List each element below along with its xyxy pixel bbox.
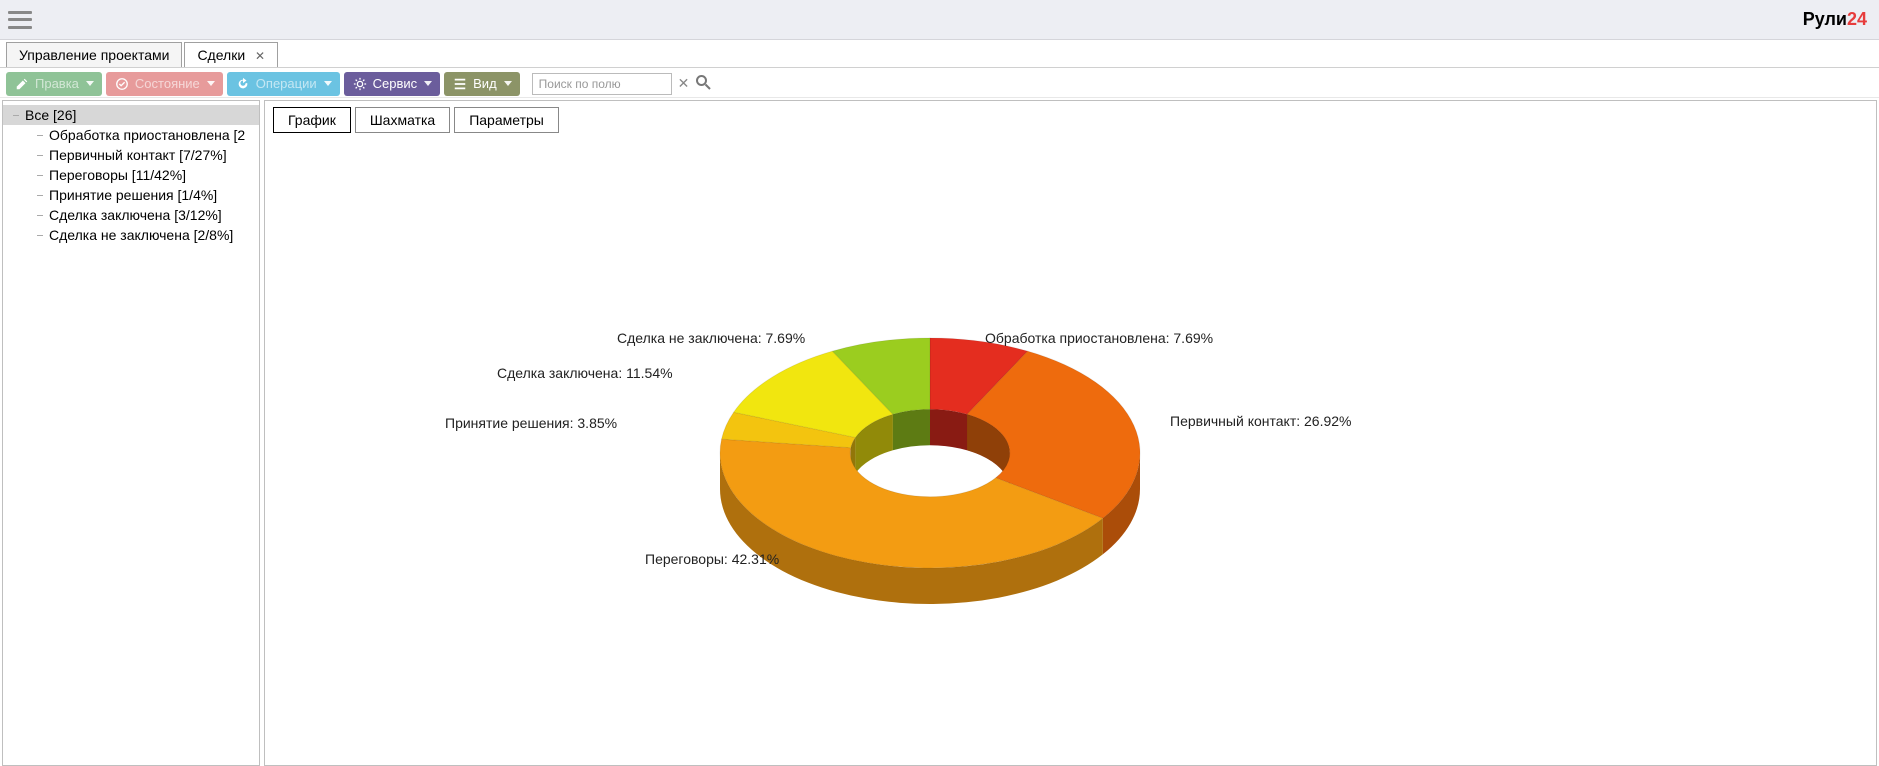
sub-tabs: График Шахматка Параметры	[265, 101, 1876, 133]
tree-item[interactable]: Сделка не заключена [2/8%]	[3, 225, 259, 245]
slice-label: Сделка заключена: 11.54%	[497, 365, 673, 381]
chevron-down-icon	[86, 81, 94, 86]
edit-button[interactable]: Правка	[6, 72, 102, 96]
tree-item[interactable]: Переговоры [11/42%]	[3, 165, 259, 185]
button-label: Операции	[256, 76, 317, 91]
sub-tab-label: График	[288, 112, 336, 128]
tree-label: Обработка приостановлена [2	[49, 127, 245, 143]
close-icon[interactable]: ✕	[255, 49, 265, 63]
button-label: Вид	[473, 76, 497, 91]
slice-label: Переговоры: 42.31%	[645, 551, 779, 567]
state-button[interactable]: Состояние	[106, 72, 223, 96]
slice-label: Сделка не заключена: 7.69%	[617, 330, 805, 346]
slice-label: Первичный контакт: 26.92%	[1170, 413, 1352, 429]
donut-chart	[705, 323, 1155, 623]
sidebar-tree: Все [26] Обработка приостановлена [2 Пер…	[2, 100, 260, 766]
button-label: Сервис	[373, 76, 418, 91]
button-label: Состояние	[135, 76, 200, 91]
sub-tab-params[interactable]: Параметры	[454, 107, 559, 133]
edit-icon	[14, 76, 30, 92]
chevron-down-icon	[207, 81, 215, 86]
view-button[interactable]: Вид	[444, 72, 520, 96]
chevron-down-icon	[324, 81, 332, 86]
logo-text-accent: 24	[1847, 9, 1867, 29]
service-button[interactable]: Сервис	[344, 72, 441, 96]
tree-item[interactable]: Обработка приостановлена [2	[3, 125, 259, 145]
search-input[interactable]	[532, 73, 672, 95]
sub-tab-chart[interactable]: График	[273, 107, 351, 133]
search-wrap: ✕	[532, 73, 712, 95]
tab-label: Управление проектами	[19, 47, 169, 63]
toolbar: Правка Состояние Операции Сервис	[0, 68, 1879, 98]
main-content: График Шахматка Параметры Обработка прио…	[264, 100, 1877, 766]
tree-item[interactable]: Сделка заключена [3/12%]	[3, 205, 259, 225]
clear-icon[interactable]: ✕	[678, 75, 690, 92]
tab-deals[interactable]: Сделки ✕	[184, 42, 278, 67]
tree-item[interactable]: Принятие решения [1/4%]	[3, 185, 259, 205]
tree-label: Сделка заключена [3/12%]	[49, 207, 222, 223]
slice-label: Обработка приостановлена: 7.69%	[985, 330, 1213, 346]
tree-label: Сделка не заключена [2/8%]	[49, 227, 233, 243]
tree-label: Все [26]	[25, 107, 76, 123]
header-bar: Рули24	[0, 0, 1879, 40]
tree-label: Переговоры [11/42%]	[49, 167, 186, 183]
tree-label: Принятие решения [1/4%]	[49, 187, 217, 203]
sub-tab-checkerboard[interactable]: Шахматка	[355, 107, 450, 133]
list-icon	[452, 76, 468, 92]
chevron-down-icon	[424, 81, 432, 86]
sub-tab-label: Параметры	[469, 112, 544, 128]
gear-icon	[352, 76, 368, 92]
logo-text-main: Рули	[1803, 9, 1847, 29]
sub-tab-label: Шахматка	[370, 112, 435, 128]
operations-button[interactable]: Операции	[227, 72, 340, 96]
tab-project-management[interactable]: Управление проектами	[6, 42, 182, 67]
tree-item[interactable]: Первичный контакт [7/27%]	[3, 145, 259, 165]
tree-label: Первичный контакт [7/27%]	[49, 147, 227, 163]
menu-icon[interactable]	[8, 8, 32, 32]
tab-label: Сделки	[197, 47, 245, 63]
logo: Рули24	[1803, 9, 1867, 30]
chevron-down-icon	[504, 81, 512, 86]
button-label: Правка	[35, 76, 79, 91]
refresh-icon	[235, 76, 251, 92]
chart-zone: Обработка приостановлена: 7.69% Первичны…	[265, 133, 1876, 693]
main-tabs: Управление проектами Сделки ✕	[0, 40, 1879, 68]
slice-label: Принятие решения: 3.85%	[445, 415, 617, 431]
search-icon[interactable]	[695, 74, 711, 93]
check-icon	[114, 76, 130, 92]
tree-root-item[interactable]: Все [26]	[3, 105, 259, 125]
